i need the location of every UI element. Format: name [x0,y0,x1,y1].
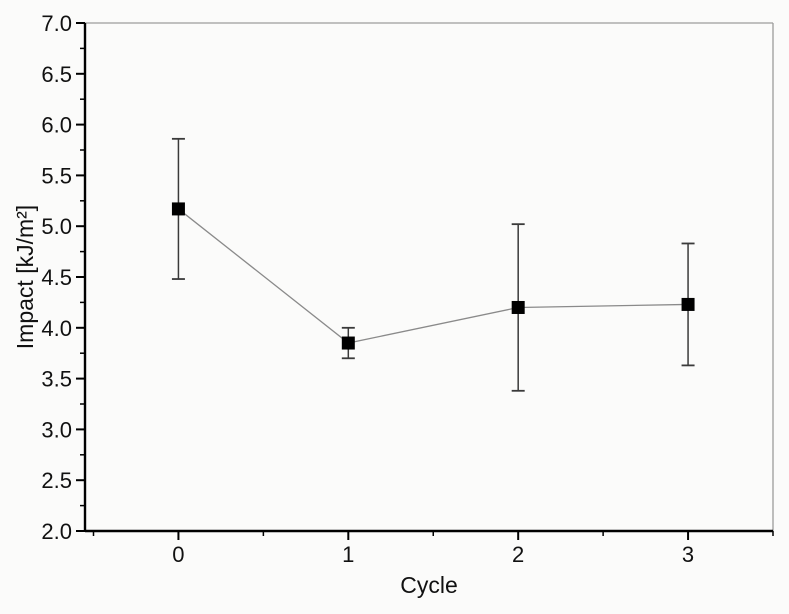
y-axis-tick-label: 2.0 [41,519,72,544]
y-axis-title: Impact [kJ/m²] [12,205,38,349]
plot-area: 2.0 2.5 3.0 3.5 4.0 4.5 5.0 5.5 6.0 6.5 7.0 0 1 2 3 [41,11,774,567]
x-axis-tick-label: 0 [172,542,184,567]
y-axis-tick-label: 3.0 [41,417,72,442]
y-axis-tick-label: 4.5 [41,265,72,290]
x-axis-tick-label: 2 [512,542,524,567]
x-axis-title: Cycle [400,572,458,598]
y-axis-tick-label: 4.0 [41,316,72,341]
y-axis-tick-label: 6.5 [41,62,72,87]
data-point-marker [681,297,695,311]
x-axis-tick-label: 1 [342,542,354,567]
data-point-marker [511,300,525,314]
data-point-marker [171,202,185,216]
x-axis-tick-label: 3 [682,542,694,567]
y-axis-tick-label: 3.5 [41,367,72,392]
y-axis-tick-label: 5.0 [41,214,72,239]
data-point-marker [341,336,355,350]
series-line [178,208,689,344]
y-axis-tick-label: 6.0 [41,113,72,138]
y-axis-tick-label: 2.5 [41,468,72,493]
y-axis-tick-label: 5.5 [41,163,72,188]
y-axis-tick-label: 7.0 [41,11,72,36]
